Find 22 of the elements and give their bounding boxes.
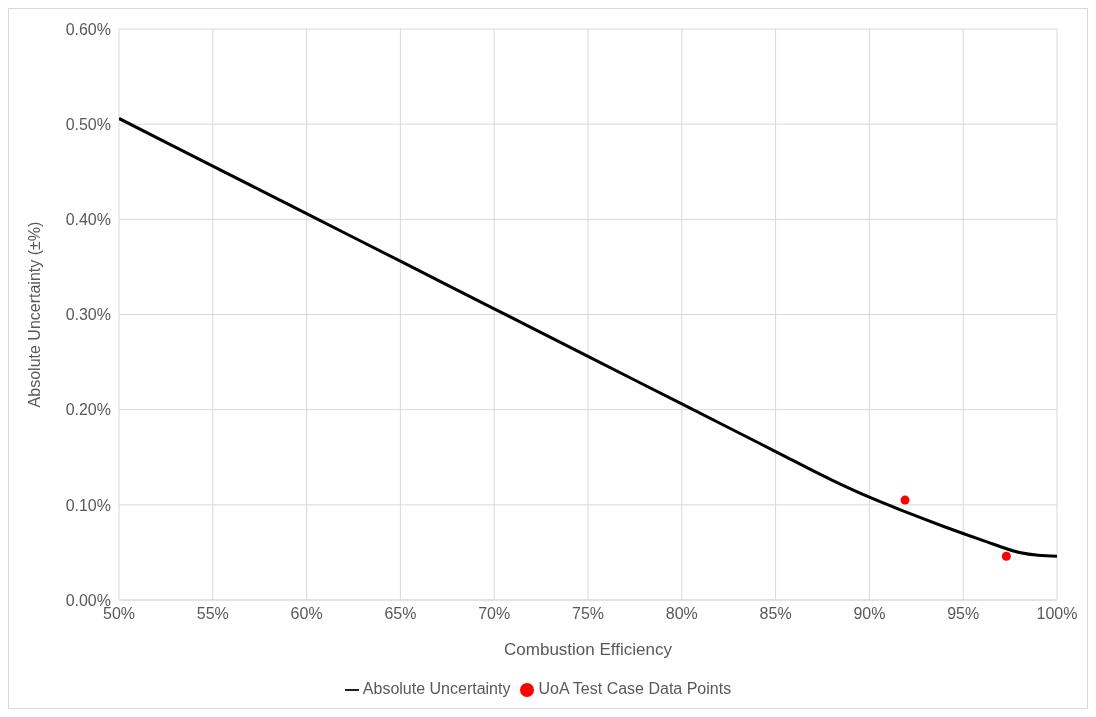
x-tick-label: 80% xyxy=(665,605,698,623)
y-tick-label: 0.50% xyxy=(65,115,111,133)
y-tick-label: 0.30% xyxy=(65,306,111,324)
x-tick-label: 85% xyxy=(759,605,792,623)
x-tick-label: 75% xyxy=(571,605,605,623)
y-tick-label: 0.60% xyxy=(65,20,111,38)
y-tick-label: 0.10% xyxy=(65,496,111,514)
x-tick-label: 50% xyxy=(102,605,136,623)
x-axis-title: Combustion Efficiency xyxy=(504,640,673,659)
x-tick-label: 55% xyxy=(196,605,229,623)
x-tick-label: 70% xyxy=(478,605,511,623)
line-series xyxy=(119,116,1057,558)
x-tick-label: 100% xyxy=(1036,605,1078,623)
x-tick-label: 95% xyxy=(947,605,980,623)
legend-label: UoA Test Case Data Points xyxy=(538,680,732,697)
legend-label: Absolute Uncertainty xyxy=(362,680,511,697)
x-tick-label: 65% xyxy=(384,605,417,623)
x-tick-label: 90% xyxy=(853,605,886,623)
x-tick-label: 60% xyxy=(290,605,323,623)
y-axis-title: Absolute Uncertainty (±%) xyxy=(25,221,43,408)
y-tick-label: 0.40% xyxy=(65,211,111,229)
y-tick-label: 0.20% xyxy=(65,401,111,419)
